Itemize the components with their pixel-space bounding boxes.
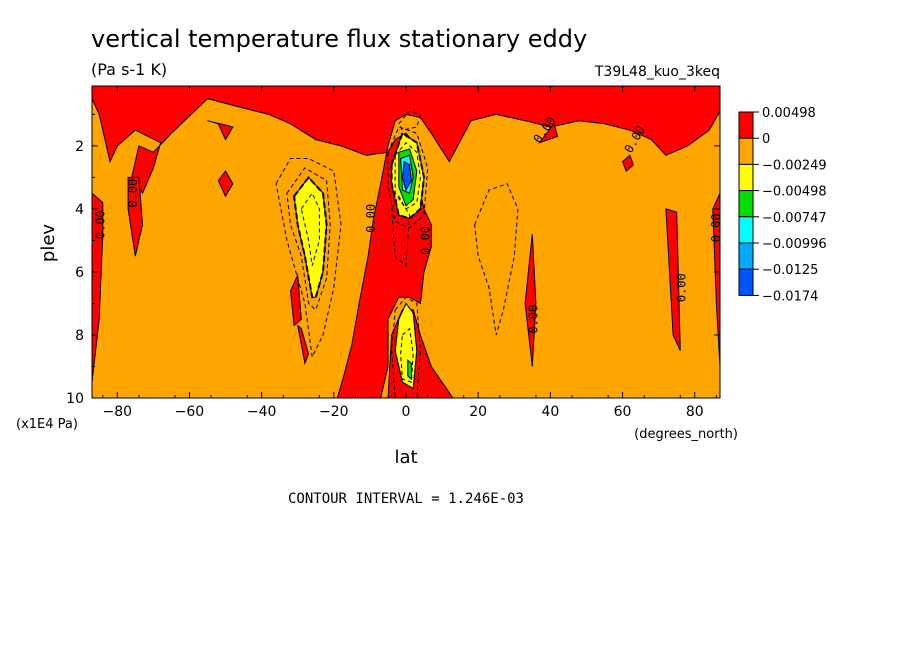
- contour-region: [538, 122, 559, 144]
- chart-title: vertical temperature flux stationary edd…: [91, 25, 587, 53]
- x-tick-label: −20: [319, 404, 349, 420]
- y-tick-label: 8: [75, 328, 84, 344]
- axes: −80 −60 −40 −20 0 20 40 60 80 2 4 6 8 10: [66, 86, 720, 420]
- contour-region: [622, 154, 634, 172]
- contour-region: [296, 324, 310, 366]
- colorbar-swatch: [738, 242, 754, 270]
- units-label: (Pa s-1 K): [91, 60, 167, 79]
- colorbar-level-label: −0.0125: [762, 263, 818, 278]
- colorbar-swatch: [738, 190, 754, 218]
- colorbar-swatch: [738, 216, 754, 244]
- colorbar-swatch: [738, 111, 754, 139]
- contour-region: [407, 359, 412, 381]
- contour-line: [390, 131, 426, 220]
- y-tick-label: 2: [75, 139, 84, 155]
- contour-region: [524, 234, 537, 367]
- y-axis-units: (x1E4 Pa): [16, 417, 78, 432]
- colorbar-level-label: −0.00249: [762, 158, 827, 173]
- contour-line: [391, 296, 421, 398]
- y-tick-label: 4: [75, 202, 84, 218]
- colorbar-swatch: [738, 163, 754, 192]
- y-axis-title: plev: [38, 224, 59, 263]
- contour-region: [289, 273, 302, 327]
- contour-label: 0.00: [94, 210, 108, 239]
- x-tick-label: 0: [402, 404, 411, 420]
- x-tick-label: −60: [175, 404, 205, 420]
- contour-region: [207, 120, 234, 141]
- contour-line: [286, 167, 331, 311]
- x-tick-label: 40: [541, 404, 559, 420]
- plot-area: 0.000.000.000.000.000.00 0.000.000.00: [92, 86, 723, 398]
- contour-label: 0.00: [527, 305, 541, 334]
- x-tick-label: −40: [247, 404, 277, 420]
- y-tick-label: 6: [75, 265, 84, 281]
- x-tick-label: 80: [686, 404, 704, 420]
- contour-label: 0.00: [418, 226, 432, 255]
- contour-line: [398, 110, 422, 131]
- x-axis-title: lat: [394, 447, 417, 468]
- contour-label: 0.00: [126, 179, 140, 208]
- x-axis-units: (degrees_north): [634, 427, 738, 442]
- contour-line: [394, 302, 418, 390]
- contour-region: [665, 208, 681, 351]
- contour-region: [217, 170, 234, 198]
- contour-interval-note: CONTOUR INTERVAL = 1.246E-03: [288, 491, 524, 507]
- x-tick-label: −80: [102, 404, 132, 420]
- contour-line: [474, 183, 519, 336]
- y-tick-label: 10: [66, 391, 84, 407]
- contour-line: [300, 192, 320, 266]
- contour-label: 0.00: [364, 204, 378, 233]
- contour-label: 0.00: [709, 213, 723, 242]
- contour-line: [293, 175, 328, 299]
- colorbar-level-label: −0.00747: [762, 211, 827, 226]
- x-tick-label: 20: [469, 404, 487, 420]
- contour-line: [400, 327, 414, 383]
- run-label: T39L48_kuo_3keq: [594, 64, 720, 80]
- colorbar-swatch: [738, 137, 754, 165]
- colorbar-level-label: −0.00996: [762, 237, 827, 252]
- contour-region: [401, 160, 412, 192]
- colorbar-level-label: 0: [762, 132, 770, 147]
- colorbar-level-label: −0.0174: [762, 289, 818, 304]
- colorbar-swatch: [738, 268, 754, 296]
- colorbar: 0.00498 0 −0.00249 −0.00498 −0.00747 −0.00996…: [738, 106, 827, 304]
- x-tick-label: 60: [614, 404, 632, 420]
- contour-line: [275, 158, 342, 359]
- colorbar-level-label: 0.00498: [762, 106, 816, 121]
- contour-region: [127, 176, 144, 257]
- contour-region: [92, 86, 720, 398]
- contour-label: 0.00: [675, 273, 689, 302]
- colorbar-level-label: −0.00498: [762, 185, 827, 200]
